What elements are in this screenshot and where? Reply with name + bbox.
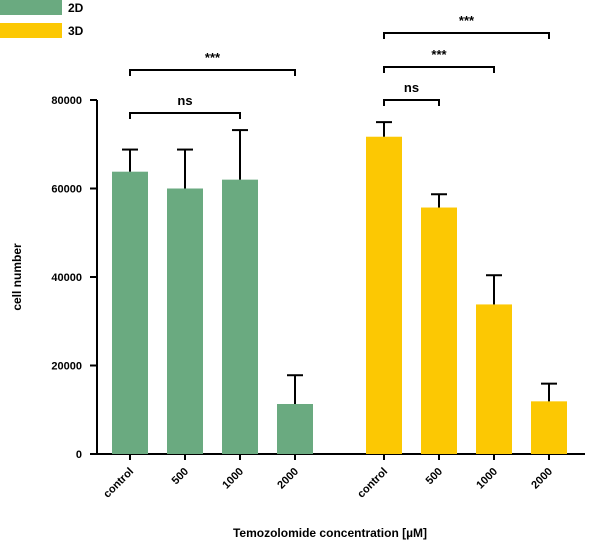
x-tick-label: control [101, 466, 136, 501]
y-axis-title: cell number [10, 243, 24, 311]
bar [531, 401, 567, 454]
y-tick-label: 0 [76, 449, 82, 461]
significance-label: *** [205, 50, 221, 65]
x-tick-label: 1000 [220, 466, 246, 492]
y-tick-label: 20000 [51, 361, 82, 373]
bars [112, 121, 567, 455]
bar [366, 136, 402, 455]
bar [277, 403, 313, 454]
x-tick-label: 2000 [275, 466, 301, 492]
x-axis-title: Temozolomide concentration [µM] [233, 526, 427, 540]
legend-label-2d: 2D [68, 1, 84, 15]
legend-label-3d: 3D [68, 24, 84, 38]
significance-label: ns [404, 80, 419, 95]
bar [421, 207, 457, 454]
legend-swatch-2d [0, 0, 62, 15]
significance-label: *** [459, 13, 475, 28]
x-tick-label: 1000 [474, 466, 500, 492]
x-ticks: control 500 1000 2000 control 500 1000 2000 [101, 454, 555, 500]
y-tick-label: 60000 [51, 184, 82, 196]
legend: 2D 3D [0, 0, 84, 38]
x-tick-label: 500 [170, 466, 191, 487]
bar [167, 188, 203, 454]
bar [112, 171, 148, 454]
y-tick-label: 40000 [51, 272, 82, 284]
significance-label: *** [431, 47, 447, 62]
x-tick-label: 2000 [529, 466, 555, 492]
x-tick-label: control [355, 466, 390, 501]
bar [222, 179, 258, 454]
y-tick-label: 80000 [51, 95, 82, 107]
significance-brackets: ns *** ns *** *** [129, 13, 550, 119]
x-tick-label: 500 [424, 466, 445, 487]
significance-label: ns [177, 93, 192, 108]
bar [476, 304, 512, 454]
legend-swatch-3d [0, 23, 62, 38]
y-ticks: 0 20000 40000 60000 80000 [51, 95, 97, 461]
